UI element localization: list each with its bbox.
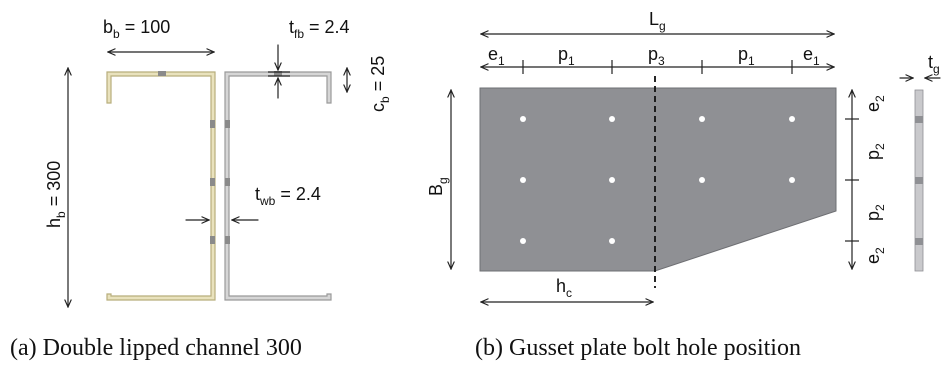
web-bolt-mark <box>225 236 230 244</box>
bolt-hole <box>699 177 705 183</box>
double-lipped-channel-diagram: bb = 100 tfb = 2.4 cb = 25 hb = 300 twb … <box>44 17 392 307</box>
bolt-hole <box>789 116 795 122</box>
p3-label: p3 <box>648 44 665 68</box>
e2-top-label: e2 <box>863 95 887 112</box>
bolt-hole <box>609 238 615 244</box>
web-bolt-mark <box>225 120 230 128</box>
side-hole-mark <box>915 116 923 123</box>
bolt-holes <box>520 116 795 244</box>
bolt-hole <box>520 177 526 183</box>
Lg-label: Lg <box>649 9 666 33</box>
bolt-hole <box>520 116 526 122</box>
twb-label: twb = 2.4 <box>255 184 321 208</box>
gusset-plate <box>479 87 837 272</box>
bolt-hole <box>609 116 615 122</box>
web-bolt-mark <box>210 236 215 244</box>
tfb-label: tfb = 2.4 <box>289 17 350 41</box>
left-channel-section <box>106 71 216 301</box>
Bg-label: Bg <box>426 177 450 196</box>
caption-a: (a) Double lipped channel 300 <box>10 335 302 361</box>
bolt-hole <box>789 177 795 183</box>
e2-bottom-label: e2 <box>863 247 887 264</box>
tg-label: tg <box>928 52 940 76</box>
side-hole-mark <box>915 177 923 184</box>
hc-label: hc <box>556 276 572 300</box>
bb-label: bb = 100 <box>103 17 170 41</box>
web-bolt-mark <box>225 178 230 186</box>
e1-right-label: e1 <box>803 44 820 68</box>
web-bolt-mark <box>210 120 215 128</box>
flange-bolt-mark <box>274 71 282 76</box>
caption-b: (b) Gusset plate bolt hole position <box>475 335 801 361</box>
gusset-plate-diagram: Lg e1 p1 p3 p1 e1 Bg hc e2 p2 p2 e2 t <box>426 9 941 302</box>
bolt-hole <box>520 238 526 244</box>
e1-left-label: e1 <box>488 44 505 68</box>
flange-bolt-mark <box>158 71 166 76</box>
cb-label: cb = 25 <box>368 56 392 112</box>
right-channel-section <box>224 71 332 301</box>
web-bolt-mark <box>210 178 215 186</box>
p2-bottom-label: p2 <box>863 204 887 221</box>
p2-top-label: p2 <box>863 143 887 160</box>
side-hole-mark <box>915 238 923 245</box>
bolt-hole <box>609 177 615 183</box>
p1-right-label: p1 <box>738 44 755 68</box>
hb-label: hb = 300 <box>44 161 68 228</box>
p1-left-label: p1 <box>558 44 575 68</box>
bolt-hole <box>699 116 705 122</box>
